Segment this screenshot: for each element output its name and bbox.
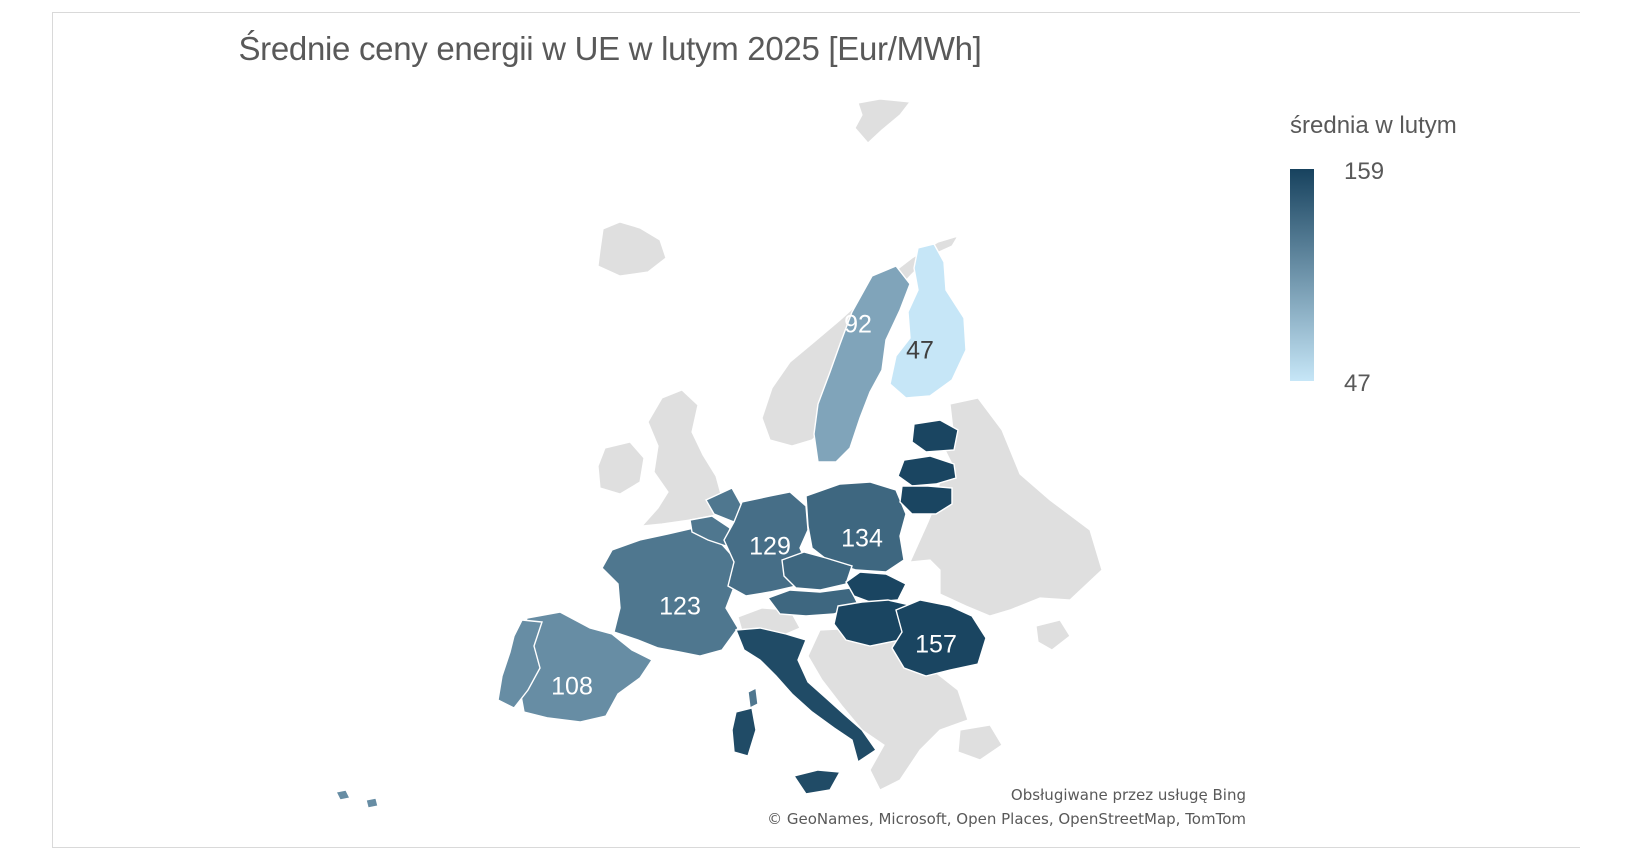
attribution-line-1: Obsługiwane przez usługę Bing <box>1010 786 1246 804</box>
region-estonia[interactable] <box>911 419 959 453</box>
region-sardinia[interactable] <box>731 707 757 757</box>
region-latvia[interactable] <box>897 455 957 487</box>
svalbard-shape <box>854 98 912 144</box>
legend-min-label: 47 <box>1344 370 1371 397</box>
map-title: Średnie ceny energii w UE w lutym 2025 [… <box>238 30 982 67</box>
value-label-germany: 129 <box>749 533 791 561</box>
region-finland[interactable] <box>889 243 967 399</box>
iceland-shape <box>597 221 667 277</box>
region-sweden[interactable] <box>813 265 911 463</box>
region-lithuania[interactable] <box>899 485 953 515</box>
eu-countries <box>334 243 987 809</box>
region-romania[interactable] <box>891 599 987 677</box>
attribution-line-2: © GeoNames, Microsoft, Open Places, Open… <box>767 810 1246 828</box>
ireland-shape <box>597 441 645 495</box>
region-italy[interactable] <box>734 627 877 764</box>
region-corsica[interactable] <box>747 686 759 710</box>
crimea-shape <box>1035 619 1071 651</box>
legend-title: średnia w lutym <box>1290 112 1457 139</box>
value-label-finland: 47 <box>906 337 934 365</box>
value-label-france: 123 <box>659 593 701 621</box>
region-azores[interactable] <box>334 789 379 809</box>
legend-max-label: 159 <box>1344 158 1385 185</box>
region-slovakia[interactable] <box>845 571 907 603</box>
region-czechia[interactable] <box>781 551 853 591</box>
region-portugal[interactable] <box>497 619 543 709</box>
value-label-romania: 157 <box>915 631 957 659</box>
region-poland[interactable] <box>805 481 907 573</box>
value-label-sweden: 92 <box>844 311 872 339</box>
legend-color-scale <box>1290 169 1314 381</box>
turkey-edge-shape <box>957 724 1003 761</box>
value-labels: 108 123 129 134 157 92 47 <box>551 311 957 701</box>
value-label-poland: 134 <box>841 525 883 553</box>
non-eu-countries <box>597 98 1103 791</box>
value-label-spain: 108 <box>551 673 593 701</box>
region-sicily[interactable] <box>792 769 842 795</box>
